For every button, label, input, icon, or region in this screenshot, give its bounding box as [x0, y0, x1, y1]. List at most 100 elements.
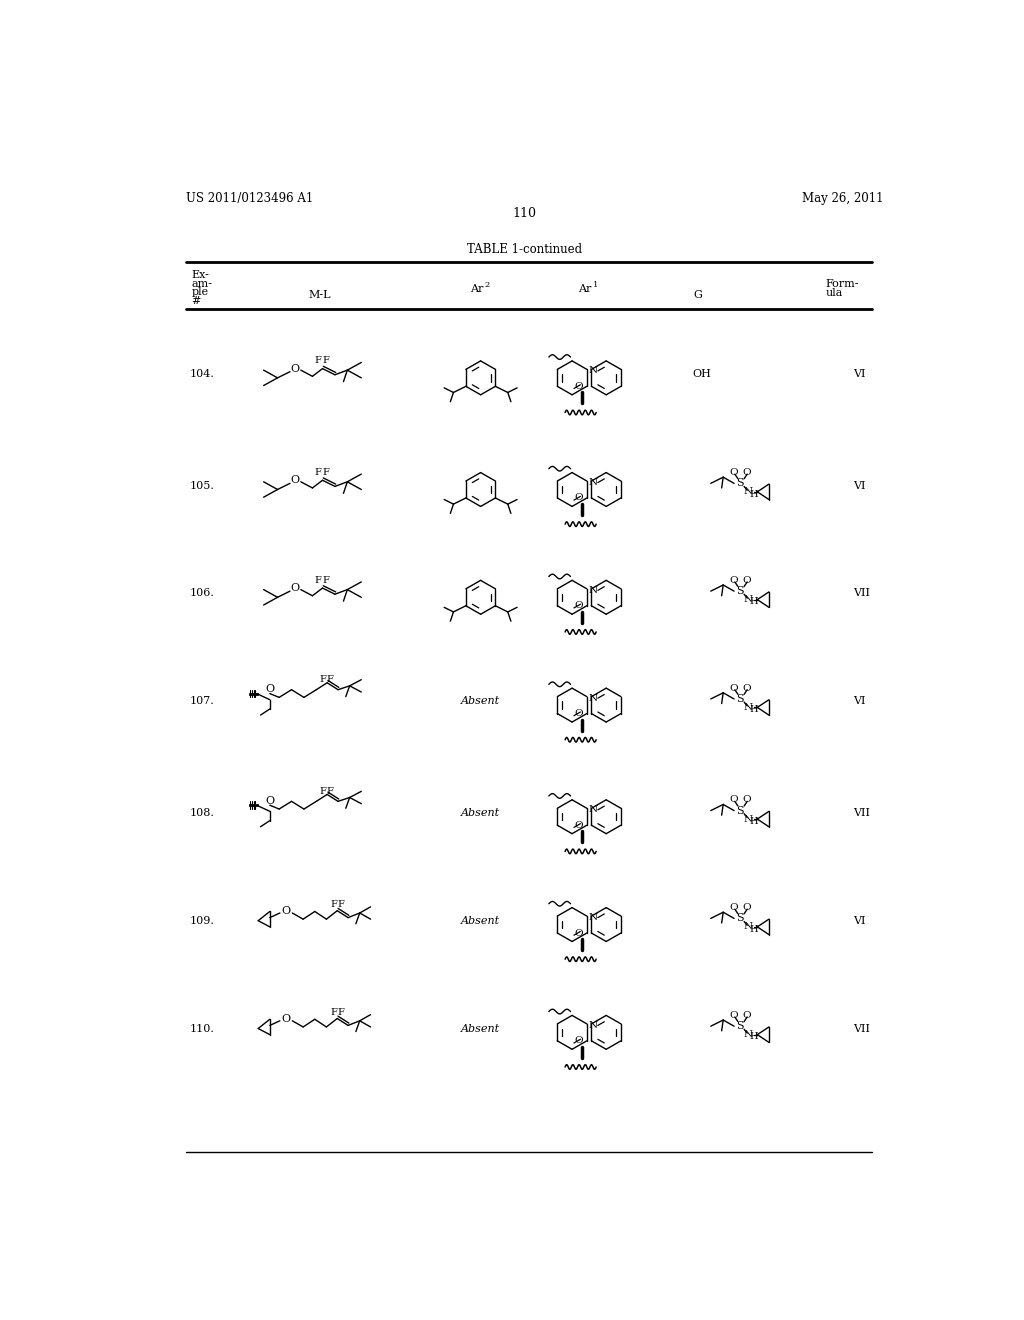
- Text: O: O: [729, 576, 737, 585]
- Text: ula: ula: [825, 288, 843, 298]
- Text: N: N: [589, 367, 598, 375]
- Text: 108.: 108.: [190, 808, 215, 818]
- Text: F: F: [319, 787, 326, 796]
- Text: N: N: [589, 1020, 598, 1030]
- Text: F: F: [319, 676, 326, 684]
- Text: VI: VI: [853, 370, 865, 379]
- Text: Ar: Ar: [579, 284, 592, 294]
- Text: F: F: [314, 356, 322, 366]
- Text: O: O: [742, 903, 751, 912]
- Text: O: O: [729, 684, 737, 693]
- Text: O: O: [282, 1014, 291, 1024]
- Text: VI: VI: [853, 480, 865, 491]
- Text: O: O: [574, 1036, 584, 1045]
- Text: VI: VI: [853, 696, 865, 706]
- Text: N: N: [743, 595, 753, 605]
- Text: H: H: [750, 925, 759, 933]
- Text: May 26, 2011: May 26, 2011: [802, 191, 884, 205]
- Text: TABLE 1-continued: TABLE 1-continued: [467, 243, 583, 256]
- Text: F: F: [314, 576, 322, 585]
- Text: O: O: [729, 1011, 737, 1020]
- Text: F: F: [323, 469, 329, 477]
- Text: VII: VII: [853, 1023, 869, 1034]
- Text: O: O: [729, 903, 737, 912]
- Text: Absent: Absent: [461, 696, 500, 706]
- Text: 2: 2: [484, 281, 489, 289]
- Text: O: O: [291, 583, 300, 593]
- Text: N: N: [589, 805, 598, 814]
- Text: O: O: [729, 796, 737, 804]
- Text: O: O: [265, 796, 274, 805]
- Text: G: G: [693, 290, 702, 301]
- Text: 107.: 107.: [190, 696, 215, 706]
- Text: VII: VII: [853, 808, 869, 818]
- Text: F: F: [338, 900, 344, 909]
- Text: F: F: [323, 576, 329, 585]
- Text: N: N: [589, 586, 598, 595]
- Text: N: N: [589, 478, 598, 487]
- Text: N: N: [743, 923, 753, 932]
- Text: ple: ple: [191, 288, 209, 297]
- Text: N: N: [589, 694, 598, 702]
- Text: H: H: [750, 705, 759, 714]
- Text: N: N: [743, 1030, 753, 1039]
- Text: Ar: Ar: [470, 284, 483, 294]
- Text: O: O: [291, 363, 300, 374]
- Text: S: S: [736, 586, 744, 597]
- Text: N: N: [743, 704, 753, 711]
- Text: F: F: [330, 900, 337, 909]
- Text: O: O: [742, 796, 751, 804]
- Text: #: #: [191, 296, 201, 306]
- Text: Ex-: Ex-: [191, 271, 210, 280]
- Text: F: F: [327, 676, 334, 684]
- Text: Absent: Absent: [461, 808, 500, 818]
- Text: O: O: [574, 928, 584, 937]
- Text: 110: 110: [513, 207, 537, 220]
- Text: F: F: [323, 356, 329, 366]
- Text: 1: 1: [593, 281, 598, 289]
- Text: S: S: [736, 805, 744, 816]
- Text: M-L: M-L: [309, 290, 332, 301]
- Text: O: O: [574, 709, 584, 718]
- Text: H: H: [750, 490, 759, 499]
- Text: F: F: [338, 1008, 344, 1016]
- Text: S: S: [736, 913, 744, 924]
- Text: O: O: [574, 821, 584, 830]
- Text: O: O: [291, 475, 300, 486]
- Text: US 2011/0123496 A1: US 2011/0123496 A1: [186, 191, 313, 205]
- Text: S: S: [736, 478, 744, 488]
- Text: N: N: [743, 814, 753, 824]
- Text: H: H: [750, 1032, 759, 1041]
- Text: am-: am-: [191, 279, 213, 289]
- Text: S: S: [736, 694, 744, 704]
- Text: Absent: Absent: [461, 1023, 500, 1034]
- Text: O: O: [265, 684, 274, 694]
- Text: O: O: [574, 602, 584, 610]
- Text: 110.: 110.: [190, 1023, 215, 1034]
- Text: 109.: 109.: [190, 916, 215, 925]
- Text: O: O: [282, 907, 291, 916]
- Text: O: O: [574, 494, 584, 503]
- Text: H: H: [750, 598, 759, 606]
- Text: H: H: [750, 817, 759, 826]
- Text: S: S: [736, 1022, 744, 1031]
- Text: VII: VII: [853, 589, 869, 598]
- Text: F: F: [327, 787, 334, 796]
- Text: F: F: [314, 469, 322, 477]
- Text: O: O: [729, 469, 737, 477]
- Text: F: F: [330, 1008, 337, 1016]
- Text: 106.: 106.: [190, 589, 215, 598]
- Text: VI: VI: [853, 916, 865, 925]
- Text: O: O: [742, 1011, 751, 1020]
- Text: Absent: Absent: [461, 916, 500, 925]
- Text: O: O: [742, 684, 751, 693]
- Text: N: N: [589, 913, 598, 923]
- Text: OH: OH: [692, 370, 711, 379]
- Text: Form-: Form-: [825, 279, 859, 289]
- Text: N: N: [743, 487, 753, 496]
- Text: 105.: 105.: [190, 480, 215, 491]
- Text: O: O: [742, 469, 751, 477]
- Text: 104.: 104.: [190, 370, 215, 379]
- Text: O: O: [574, 381, 584, 391]
- Text: O: O: [742, 576, 751, 585]
